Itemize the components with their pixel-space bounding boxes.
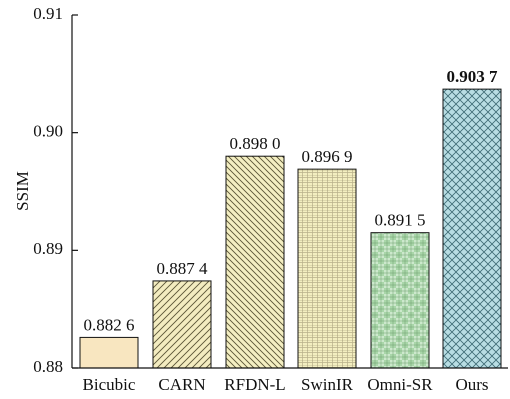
bar-bicubic [79, 336, 139, 369]
x-tick-label-swinir: SwinIR [301, 375, 354, 394]
bar-ours [442, 88, 502, 369]
y-tick-label: 0.90 [33, 122, 63, 141]
x-tick-label-carn: CARN [158, 375, 205, 394]
value-label-omni-sr: 0.891 5 [375, 211, 426, 230]
x-tick-label-rfdn-l: RFDN-L [224, 375, 285, 394]
y-tick-label: 0.88 [33, 357, 63, 376]
x-tick-label-omni-sr: Omni-SR [367, 375, 433, 394]
x-tick-label-bicubic: Bicubic [83, 375, 136, 394]
y-ticks-group: 0.88 0.89 0.90 0.91 [33, 4, 78, 376]
bar-carn [152, 280, 212, 369]
y-tick-label: 0.89 [33, 239, 63, 258]
value-label-ours: 0.903 7 [447, 67, 499, 86]
value-label-swinir: 0.896 9 [302, 147, 353, 166]
x-ticks-group: Bicubic CARN RFDN-L SwinIR Omni-SR Ours [83, 375, 489, 394]
bar-swinir [297, 168, 357, 369]
bars-group [79, 88, 502, 369]
y-axis-title: SSIM [13, 171, 32, 211]
value-labels-group: 0.882 6 0.887 4 0.898 0 0.896 9 0.891 5 0.903… [84, 67, 499, 334]
x-tick-label-ours: Ours [455, 375, 488, 394]
bar-rfdn-l [225, 155, 285, 369]
value-label-bicubic: 0.882 6 [84, 315, 135, 334]
bar-omni-sr [370, 232, 430, 369]
y-tick-label: 0.91 [33, 4, 63, 23]
value-label-carn: 0.887 4 [157, 259, 209, 278]
value-label-rfdn-l: 0.898 0 [230, 134, 281, 153]
